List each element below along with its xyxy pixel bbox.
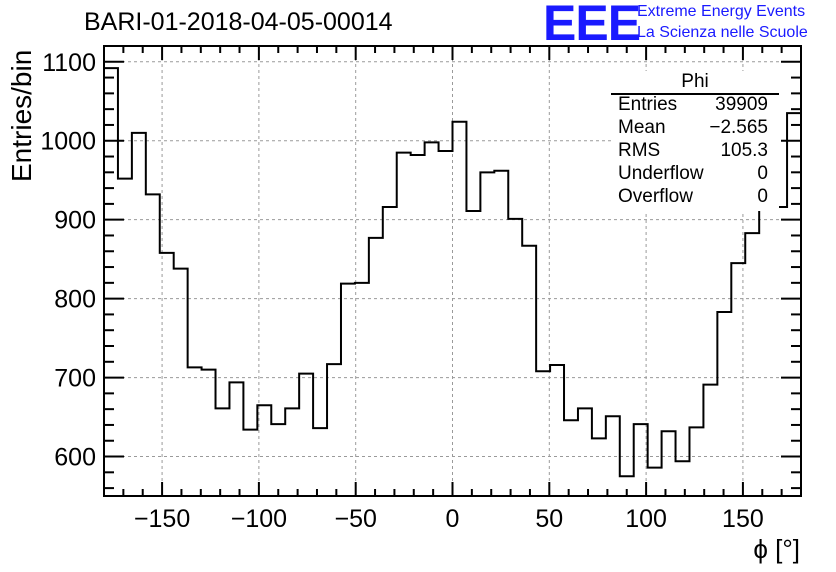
- x-tick-label: 100: [625, 505, 667, 533]
- y-tick-label: 700: [54, 365, 96, 393]
- stat-row-overflow: Overflow 0: [618, 186, 768, 208]
- eee-logo-line-2: La Scienza nelle Scuole: [637, 24, 808, 41]
- stats-separator: [611, 93, 779, 95]
- x-axis-label: ϕ [°]: [753, 534, 800, 564]
- y-tick-label: 1100: [42, 49, 96, 77]
- axis-ticks: [104, 45, 801, 496]
- stat-label: RMS: [618, 140, 661, 161]
- stats-title: Phi: [681, 71, 709, 92]
- eee-logo: EEE: [543, 0, 641, 51]
- y-tick-label: 600: [54, 444, 96, 472]
- stat-row-underflow: Underflow 0: [618, 163, 768, 185]
- stat-row-mean: Mean −2.565: [618, 117, 768, 139]
- x-tick-label: −100: [231, 505, 287, 533]
- eee-logo-line-1: Extreme Energy Events: [637, 3, 806, 20]
- chart-title: BARI-01-2018-04-05-00014: [84, 8, 393, 36]
- y-tick-label: 800: [54, 286, 96, 314]
- stat-value: 0: [757, 186, 768, 207]
- stat-row-entries: Entries 39909: [618, 94, 768, 116]
- stat-value: 105.3: [720, 140, 768, 161]
- stats-box: Phi Entries 39909 Mean −2.565 RMS 105.3 …: [611, 71, 779, 211]
- stat-label: Underflow: [618, 163, 704, 184]
- axis-tick-labels: −150 −100 −50 0 50 100 150 600 700 800 900 1000 1100: [40, 49, 763, 533]
- plot-frame: [103, 45, 802, 497]
- x-tick-label: 0: [446, 505, 460, 533]
- stat-row-rms: RMS 105.3: [618, 140, 768, 162]
- x-tick-label: −50: [334, 505, 376, 533]
- y-axis-label: Entries/bin: [6, 49, 37, 182]
- y-tick-label: 1000: [40, 128, 96, 156]
- stat-label: Mean: [618, 117, 666, 138]
- stat-label: Overflow: [618, 186, 693, 207]
- x-tick-label: 150: [722, 505, 764, 533]
- stat-value: 39909: [715, 94, 768, 115]
- x-tick-label: 50: [535, 505, 563, 533]
- histogram-line: [104, 67, 801, 478]
- stat-value: −2.565: [709, 117, 768, 138]
- stat-value: 0: [757, 163, 768, 184]
- y-tick-label: 900: [54, 207, 96, 235]
- x-tick-label: −150: [134, 505, 190, 533]
- stat-label: Entries: [618, 94, 678, 115]
